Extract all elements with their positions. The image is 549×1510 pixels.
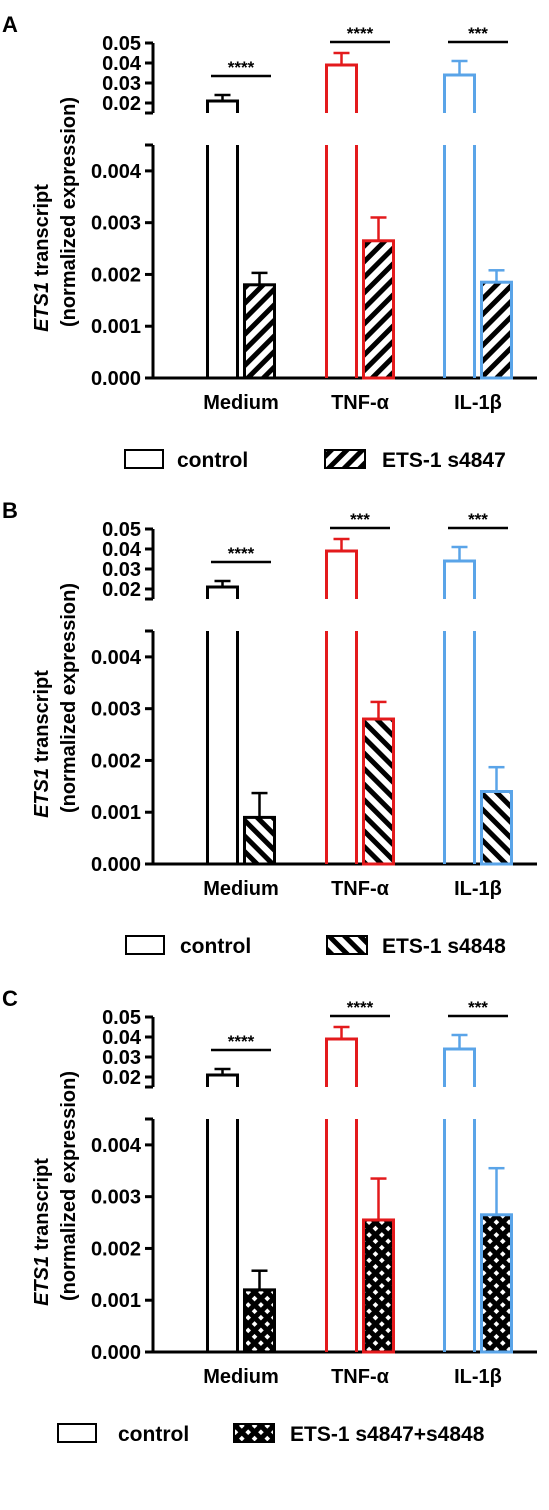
control-bar-top	[325, 63, 358, 113]
lower-tick-label: 0.003	[91, 213, 141, 235]
panel-label: A	[2, 12, 18, 37]
upper-tick-label: 0.02	[102, 579, 141, 601]
lower-tick-label: 0.002	[91, 264, 141, 286]
lower-tick-label: 0.003	[91, 1187, 141, 1209]
lower-tick-label: 0.002	[91, 750, 141, 772]
upper-tick-label: 0.05	[102, 519, 141, 541]
sirna-bar	[243, 1288, 276, 1354]
legend-swatch-control	[57, 1423, 97, 1443]
control-bar-top	[206, 585, 239, 599]
lower-tick-label: 0.002	[91, 1238, 141, 1260]
upper-tick-label: 0.03	[102, 1047, 141, 1069]
significance-stars: ****	[347, 998, 374, 1017]
y-axis-label: ETS1 transcript	[31, 670, 53, 818]
y-axis-label: ETS1 transcript	[31, 1158, 53, 1306]
sirna-bar	[480, 790, 513, 866]
upper-tick-label: 0.03	[102, 559, 141, 581]
significance-stars: ***	[468, 24, 488, 43]
panel-b: B ETS1 transcript (normalized expression) 0…	[2, 498, 537, 958]
legend-swatch-sirna	[233, 1423, 275, 1443]
legend-label-control: control	[180, 935, 251, 958]
lower-tick-label: 0.003	[91, 699, 141, 721]
lower-tick-label: 0.000	[91, 1342, 141, 1364]
lower-tick-label: 0.001	[91, 316, 141, 338]
category-label: TNF-α	[331, 1366, 390, 1388]
control-bar-top	[325, 1037, 358, 1087]
upper-tick-label: 0.05	[102, 33, 141, 55]
control-bar-top	[443, 559, 476, 599]
upper-tick-label: 0.02	[102, 1067, 141, 1089]
sirna-bar	[362, 239, 395, 380]
sirna-bar	[243, 815, 276, 866]
lower-tick-label: 0.004	[91, 161, 142, 183]
legend-swatch-sirna	[324, 449, 366, 469]
significance-stars: ***	[350, 510, 370, 529]
upper-tick-label: 0.04	[102, 53, 142, 75]
control-bar-top	[325, 549, 358, 599]
lower-tick-label: 0.004	[91, 647, 142, 669]
legend-label-control: control	[177, 449, 248, 472]
legend-swatch-sirna	[326, 935, 368, 955]
y-axis-label: ETS1 transcript	[31, 184, 53, 332]
upper-tick-label: 0.04	[102, 1027, 142, 1049]
category-label: Medium	[203, 878, 279, 900]
category-label: TNF-α	[331, 878, 390, 900]
sirna-bar	[480, 1213, 513, 1354]
control-bar-top	[443, 73, 476, 113]
control-bar-top	[443, 1047, 476, 1087]
legend-swatch-control	[124, 449, 164, 469]
category-label: Medium	[203, 392, 279, 414]
y-axis-label-rest: transcript	[31, 670, 53, 768]
control-bar-top	[206, 99, 239, 113]
sirna-bar	[480, 280, 513, 380]
upper-tick-label: 0.04	[102, 539, 142, 561]
y-axis-label-line2: (normalized expression)	[58, 1071, 80, 1301]
significance-stars: ****	[228, 1032, 255, 1051]
category-label: IL-1β	[454, 878, 502, 900]
control-bar-top	[206, 1073, 239, 1087]
lower-tick-label: 0.001	[91, 1290, 141, 1312]
significance-stars: ***	[468, 510, 488, 529]
y-axis-label-gene: ETS1	[31, 768, 53, 818]
significance-stars: ****	[347, 24, 374, 43]
legend-label-sirna: ETS-1 s4847+s4848	[290, 1423, 485, 1446]
significance-stars: ****	[228, 58, 255, 77]
lower-tick-label: 0.000	[91, 368, 141, 390]
panel-label: C	[2, 986, 18, 1011]
y-axis-label-line2: (normalized expression)	[58, 583, 80, 813]
y-axis-label-rest: transcript	[31, 1158, 53, 1256]
y-axis-label-rest: transcript	[31, 184, 53, 282]
y-axis-label-gene: ETS1	[31, 1256, 53, 1306]
legend-swatch-control	[125, 935, 165, 955]
lower-tick-label: 0.001	[91, 802, 141, 824]
category-label: IL-1β	[454, 1366, 502, 1388]
lower-tick-label: 0.004	[91, 1135, 142, 1157]
significance-stars: ****	[228, 544, 255, 563]
y-axis-label-line2: (normalized expression)	[58, 97, 80, 327]
lower-tick-label: 0.000	[91, 854, 141, 876]
significance-stars: ***	[468, 998, 488, 1017]
upper-tick-label: 0.03	[102, 73, 141, 95]
legend-label-sirna: ETS-1 s4847	[382, 449, 506, 472]
sirna-bar	[243, 283, 276, 380]
upper-tick-label: 0.02	[102, 93, 141, 115]
legend-label-sirna: ETS-1 s4848	[382, 935, 506, 958]
upper-tick-label: 0.05	[102, 1007, 141, 1029]
panel-c: C ETS1 transcript (normalized expression) 0…	[2, 986, 537, 1446]
y-axis-label-gene: ETS1	[31, 282, 53, 332]
panel-label: B	[2, 498, 18, 523]
category-label: TNF-α	[331, 392, 390, 414]
sirna-bar	[362, 717, 395, 866]
panel-a: A ETS1 transcript (normalized expression) 0…	[2, 12, 537, 472]
category-label: Medium	[203, 1366, 279, 1388]
legend-label-control: control	[118, 1423, 189, 1446]
sirna-bar	[362, 1218, 395, 1354]
category-label: IL-1β	[454, 392, 502, 414]
